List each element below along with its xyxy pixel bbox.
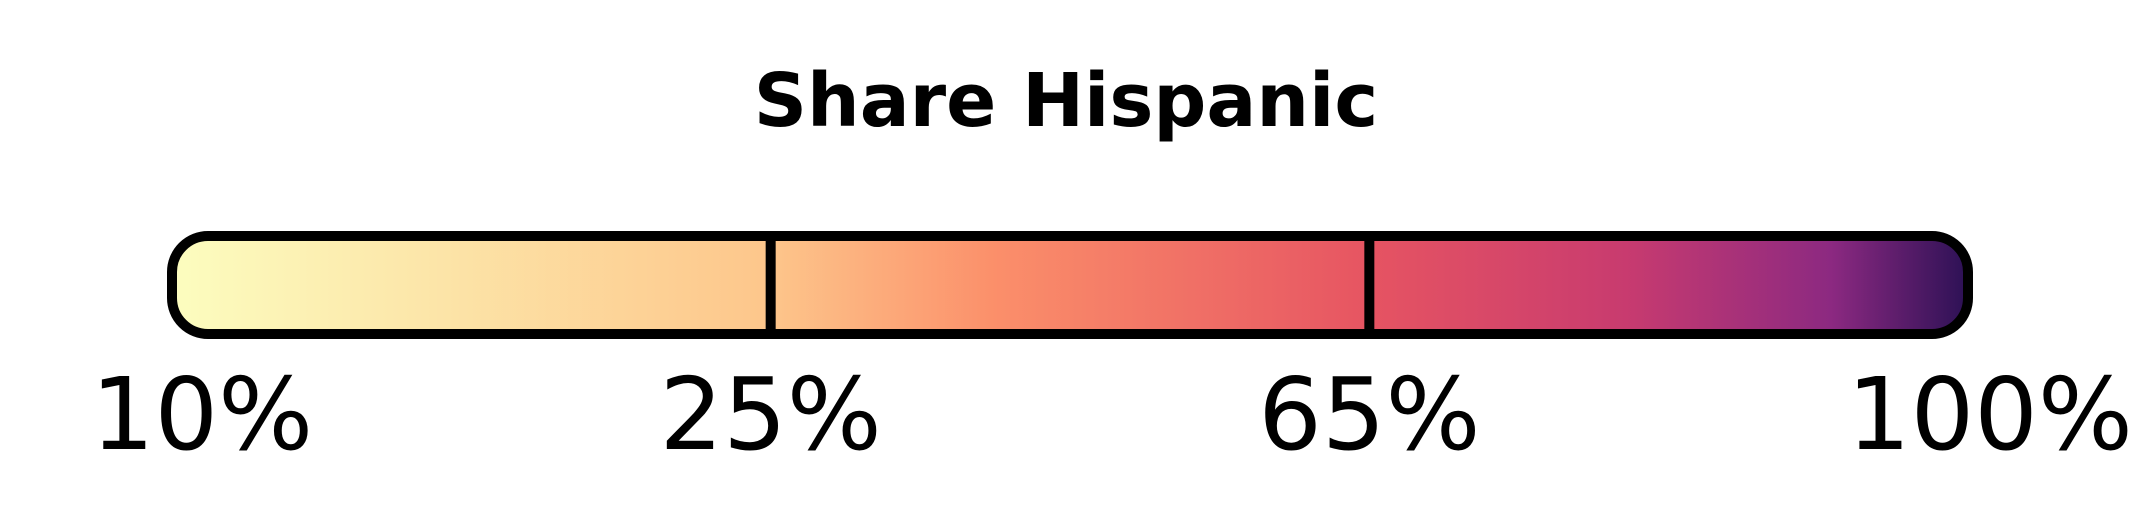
tick-label: 10% xyxy=(91,365,313,465)
color-bar-fill xyxy=(172,236,1968,334)
tick-label: 65% xyxy=(1258,365,1480,465)
color-bar-svg xyxy=(166,230,1974,340)
color-bar xyxy=(166,230,1974,340)
tick-label: 100% xyxy=(1847,365,2132,465)
legend-title: Share Hispanic xyxy=(0,64,2132,138)
tick-label: 25% xyxy=(660,365,882,465)
